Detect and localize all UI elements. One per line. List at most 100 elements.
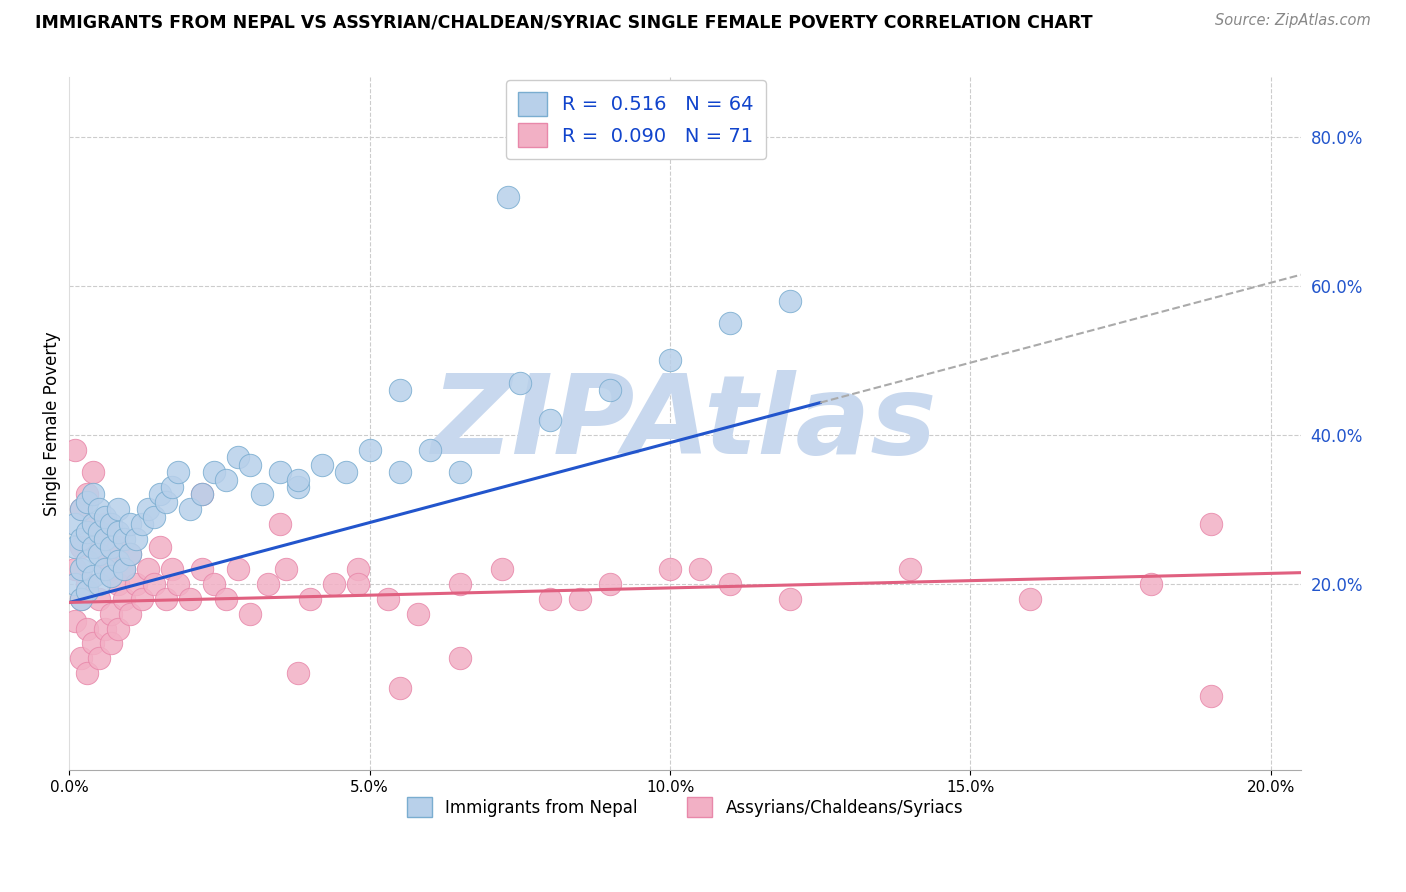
Point bbox=[298, 591, 321, 606]
Point bbox=[166, 465, 188, 479]
Point bbox=[100, 540, 122, 554]
Y-axis label: Single Female Poverty: Single Female Poverty bbox=[44, 332, 60, 516]
Point bbox=[269, 517, 291, 532]
Point bbox=[250, 487, 273, 501]
Point bbox=[107, 577, 129, 591]
Point bbox=[100, 517, 122, 532]
Point bbox=[166, 577, 188, 591]
Point bbox=[65, 442, 87, 457]
Point bbox=[287, 666, 309, 681]
Point bbox=[388, 681, 411, 695]
Point bbox=[160, 480, 183, 494]
Point bbox=[142, 577, 165, 591]
Point bbox=[70, 651, 93, 665]
Point bbox=[335, 465, 357, 479]
Point bbox=[65, 540, 87, 554]
Point bbox=[118, 547, 141, 561]
Point bbox=[287, 473, 309, 487]
Point bbox=[112, 591, 135, 606]
Point bbox=[419, 442, 441, 457]
Point bbox=[76, 577, 98, 591]
Point bbox=[82, 517, 104, 532]
Point bbox=[449, 465, 471, 479]
Point bbox=[107, 524, 129, 539]
Point bbox=[274, 562, 297, 576]
Point bbox=[76, 487, 98, 501]
Point bbox=[311, 458, 333, 472]
Point bbox=[190, 562, 212, 576]
Point bbox=[94, 562, 117, 576]
Point bbox=[599, 577, 621, 591]
Point bbox=[718, 577, 741, 591]
Point bbox=[256, 577, 278, 591]
Point bbox=[65, 517, 87, 532]
Point bbox=[65, 614, 87, 628]
Point bbox=[346, 577, 368, 591]
Point bbox=[388, 383, 411, 397]
Point bbox=[377, 591, 399, 606]
Point bbox=[131, 591, 153, 606]
Point bbox=[142, 509, 165, 524]
Point bbox=[659, 353, 682, 368]
Point bbox=[89, 577, 111, 591]
Point bbox=[94, 509, 117, 524]
Point bbox=[100, 562, 122, 576]
Point bbox=[82, 636, 104, 650]
Point bbox=[107, 540, 129, 554]
Point bbox=[70, 502, 93, 516]
Point bbox=[89, 651, 111, 665]
Point bbox=[202, 577, 225, 591]
Point bbox=[190, 487, 212, 501]
Point bbox=[1199, 689, 1222, 703]
Point bbox=[599, 383, 621, 397]
Point bbox=[509, 376, 531, 390]
Point bbox=[214, 473, 236, 487]
Point bbox=[76, 622, 98, 636]
Point bbox=[359, 442, 381, 457]
Point bbox=[449, 577, 471, 591]
Point bbox=[190, 487, 212, 501]
Point bbox=[124, 532, 146, 546]
Point bbox=[269, 465, 291, 479]
Point bbox=[82, 487, 104, 501]
Text: Source: ZipAtlas.com: Source: ZipAtlas.com bbox=[1215, 13, 1371, 29]
Point bbox=[659, 562, 682, 576]
Point bbox=[94, 622, 117, 636]
Point bbox=[160, 562, 183, 576]
Point bbox=[179, 502, 201, 516]
Point bbox=[226, 562, 249, 576]
Point bbox=[107, 554, 129, 568]
Point bbox=[70, 591, 93, 606]
Point bbox=[94, 562, 117, 576]
Point bbox=[538, 413, 561, 427]
Point bbox=[496, 189, 519, 203]
Point bbox=[449, 651, 471, 665]
Point bbox=[89, 547, 111, 561]
Point bbox=[155, 591, 177, 606]
Point bbox=[76, 554, 98, 568]
Point bbox=[1199, 517, 1222, 532]
Text: ZIPAtlas: ZIPAtlas bbox=[432, 370, 938, 477]
Point bbox=[898, 562, 921, 576]
Point bbox=[779, 293, 801, 308]
Point bbox=[76, 584, 98, 599]
Point bbox=[112, 562, 135, 576]
Point bbox=[118, 517, 141, 532]
Point bbox=[226, 450, 249, 465]
Point bbox=[179, 591, 201, 606]
Point bbox=[148, 487, 170, 501]
Point bbox=[70, 591, 93, 606]
Point bbox=[70, 540, 93, 554]
Point bbox=[568, 591, 591, 606]
Point bbox=[65, 562, 87, 576]
Point bbox=[202, 465, 225, 479]
Point bbox=[76, 495, 98, 509]
Point bbox=[491, 562, 513, 576]
Point bbox=[89, 540, 111, 554]
Point bbox=[76, 524, 98, 539]
Point bbox=[214, 591, 236, 606]
Point bbox=[136, 562, 159, 576]
Point bbox=[689, 562, 711, 576]
Point bbox=[112, 562, 135, 576]
Legend: Immigrants from Nepal, Assyrians/Chaldeans/Syriacs: Immigrants from Nepal, Assyrians/Chaldea… bbox=[399, 790, 970, 824]
